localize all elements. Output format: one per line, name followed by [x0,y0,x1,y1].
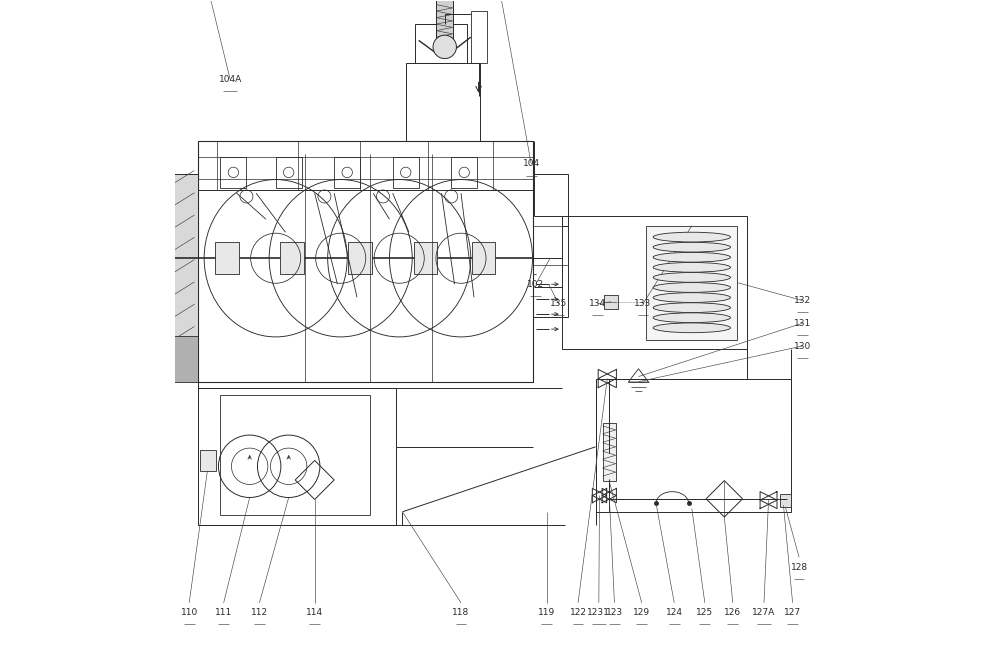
Text: 104A: 104A [219,75,242,84]
Text: 122: 122 [570,608,587,617]
Ellipse shape [653,293,731,302]
Bar [334,157,360,188]
Ellipse shape [653,272,731,282]
Ellipse shape [653,323,731,332]
Text: 127A: 127A [752,608,776,617]
Circle shape [173,347,196,371]
Bar [220,395,370,515]
Bar [415,24,467,63]
Ellipse shape [653,263,731,272]
Text: 128: 128 [791,563,808,571]
Text: 130: 130 [794,342,811,351]
Bar [451,157,477,188]
Bar [472,242,495,274]
Ellipse shape [653,242,731,252]
Text: 132: 132 [794,296,811,305]
Text: 118: 118 [452,608,470,617]
Bar [149,148,168,369]
Bar [280,242,304,274]
Bar [596,379,791,512]
Bar [200,450,216,471]
Text: 134: 134 [589,299,606,308]
Bar [172,336,198,382]
Text: 102: 102 [527,279,544,289]
Circle shape [433,35,456,59]
Bar [604,295,618,309]
Bar [533,174,568,317]
Text: 133: 133 [634,299,652,308]
Bar [471,11,487,63]
Text: 127: 127 [784,608,801,617]
Bar [198,141,533,382]
Bar [276,157,302,188]
Bar [406,63,480,141]
Bar [198,389,396,525]
Text: 110: 110 [181,608,198,617]
Text: 119: 119 [538,608,555,617]
Bar [646,226,737,340]
Bar [215,242,239,274]
Bar [393,157,419,188]
Bar [562,216,747,349]
Text: 111: 111 [215,608,232,617]
Text: 112: 112 [251,608,268,617]
Bar [220,157,246,188]
Text: 123: 123 [606,608,623,617]
Text: 104: 104 [523,159,540,168]
Bar [603,422,616,481]
Text: 129: 129 [633,608,650,617]
Text: 1231: 1231 [587,608,610,617]
Text: 124: 124 [666,608,683,617]
Ellipse shape [653,283,731,293]
Ellipse shape [653,252,731,262]
Ellipse shape [653,303,731,313]
Bar [780,494,791,507]
Bar [414,242,437,274]
Text: 125: 125 [696,608,713,617]
Bar [165,174,198,349]
Ellipse shape [653,313,731,323]
Bar [348,242,372,274]
Text: 135: 135 [550,299,567,308]
Text: 114: 114 [306,608,323,617]
Text: 126: 126 [724,608,741,617]
Ellipse shape [653,232,731,242]
Text: 131: 131 [794,319,811,328]
Bar [198,141,533,190]
Bar [436,0,453,40]
